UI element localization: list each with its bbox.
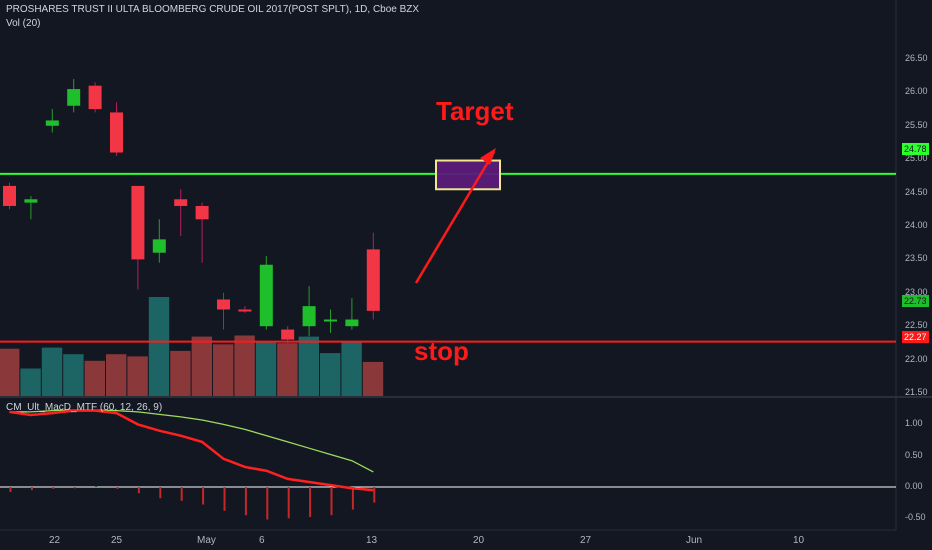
candle-body (174, 199, 188, 206)
time-tick-label: Jun (686, 535, 703, 546)
volume-bar (63, 354, 84, 396)
time-tick-label: 27 (580, 535, 592, 546)
volume-bar (127, 356, 148, 396)
candle-body (345, 319, 359, 327)
candle-body (3, 185, 16, 206)
candle-body (110, 112, 123, 153)
volume-bar (320, 353, 341, 396)
candle-body (281, 329, 295, 340)
time-tick-label: May (197, 535, 216, 546)
volume-bar (341, 341, 362, 396)
chart-title: PROSHARES TRUST II ULTA BLOOMBERG CRUDE … (6, 4, 420, 15)
volume-bar (234, 335, 255, 396)
time-tick-label: 22 (49, 535, 61, 546)
time-tick-label: 25 (111, 535, 123, 546)
candle-body (217, 299, 230, 310)
time-tick-label: 20 (473, 535, 485, 546)
volume-bar (191, 336, 212, 396)
macd-tick-label: 0.00 (905, 481, 923, 491)
price-tick-label: 24.50 (905, 186, 928, 197)
candle-body (131, 185, 145, 260)
macd-tick-label: 1.00 (905, 418, 923, 429)
volume-bar (148, 297, 170, 396)
volume-bar (170, 350, 191, 396)
time-tick-label: 13 (366, 535, 378, 546)
volume-bar (20, 368, 41, 396)
stop-annotation: stop (414, 336, 469, 366)
time-tick-label: 10 (793, 535, 805, 546)
time-tick-label: 6 (259, 535, 265, 546)
volume-bar (41, 347, 63, 396)
candle-body (24, 199, 38, 203)
candle-body (88, 85, 102, 110)
price-tick-label: 26.00 (905, 86, 928, 97)
price-tick-label: 25.50 (905, 119, 928, 130)
candle-body (67, 89, 81, 106)
volume-bar (213, 344, 234, 396)
candle-body (366, 249, 380, 311)
price-tick-label: 22.00 (905, 353, 928, 364)
volume-bar (84, 360, 105, 396)
price-tick-label: 22.50 (905, 320, 928, 331)
target-arrow-shaft (414, 151, 496, 284)
stop-price-badge: 22.27 (902, 331, 929, 343)
target-annotation: Target (436, 96, 514, 126)
volume-indicator-label: Vol (20) (6, 18, 41, 29)
candle-body (152, 239, 166, 253)
macd-tick-label: 0.50 (905, 449, 923, 460)
price-tick-label: 25.00 (905, 153, 928, 164)
volume-bar (106, 354, 127, 396)
target-box (435, 159, 501, 191)
macd-signal-line (9, 409, 374, 473)
candle-body (195, 205, 209, 220)
candle-body (302, 306, 316, 327)
price-tick-label: 23.50 (905, 253, 928, 264)
target-arrow-head (480, 148, 496, 165)
volume-bar (0, 348, 20, 396)
price-tick-label: 26.50 (905, 53, 928, 63)
volume-bar (362, 361, 384, 396)
candle-body (259, 264, 273, 327)
price-tick-label: 21.50 (905, 387, 928, 397)
target-price-badge: 24.78 (902, 143, 929, 155)
last-price-badge: 22.73 (902, 295, 929, 307)
volume-bar (255, 342, 277, 396)
candle-body (238, 309, 252, 312)
volume-bar (277, 343, 298, 396)
macd-indicator-label: CM_Ult_MacD_MTF (60, 12, 26, 9) (6, 402, 163, 413)
candle-body (45, 120, 59, 126)
price-tick-label: 24.00 (905, 220, 928, 230)
volume-bar (298, 336, 319, 396)
macd-line (9, 409, 374, 492)
candle-body (324, 319, 337, 322)
macd-tick-label: -0.50 (905, 512, 926, 523)
price-tick-label: 23.00 (905, 286, 928, 297)
